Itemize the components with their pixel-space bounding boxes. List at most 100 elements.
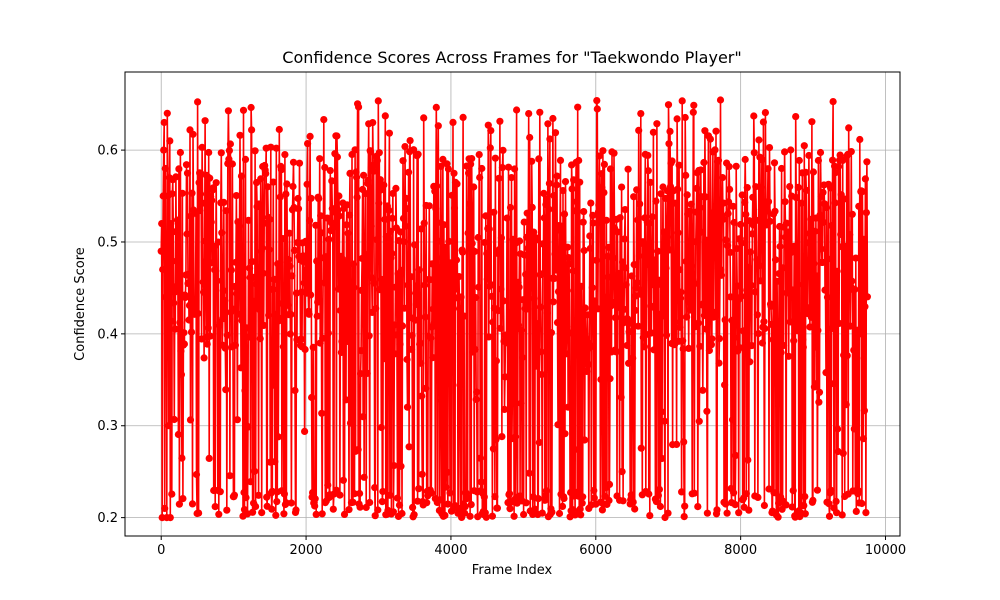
data-point — [799, 343, 807, 351]
data-point — [697, 228, 705, 236]
data-point — [811, 343, 820, 351]
data-point — [658, 282, 667, 290]
data-point — [222, 207, 230, 215]
data-point — [485, 333, 493, 341]
data-point — [360, 473, 368, 481]
data-point — [348, 328, 357, 336]
data-point — [526, 133, 534, 142]
data-point — [363, 369, 371, 377]
data-point — [490, 208, 498, 216]
data-point — [161, 164, 169, 173]
data-point — [794, 281, 802, 289]
data-point — [530, 228, 538, 236]
data-point — [681, 502, 689, 510]
data-point — [281, 151, 289, 159]
data-point — [736, 344, 744, 352]
data-point — [750, 112, 758, 120]
data-point — [694, 503, 702, 511]
data-point — [215, 510, 223, 518]
data-point — [211, 503, 219, 511]
y-tick-label: 0.3 — [97, 419, 118, 434]
data-point — [672, 259, 680, 268]
data-point — [429, 305, 437, 313]
data-point — [525, 469, 533, 477]
data-point — [817, 245, 826, 253]
data-point — [480, 493, 488, 501]
data-point — [233, 416, 241, 424]
data-point — [307, 291, 315, 299]
data-point — [271, 458, 279, 466]
data-point — [486, 144, 494, 152]
data-point — [815, 398, 823, 406]
data-point — [292, 506, 300, 514]
data-point — [724, 242, 732, 250]
data-point — [414, 150, 422, 158]
data-point — [494, 307, 502, 315]
data-point — [691, 280, 699, 288]
data-point — [609, 298, 617, 307]
x-axis-label: Frame Index — [472, 563, 553, 578]
data-point — [157, 247, 165, 255]
data-point — [345, 211, 354, 219]
data-point — [586, 232, 594, 240]
data-point — [552, 266, 560, 274]
data-point — [597, 170, 606, 178]
data-point — [722, 500, 730, 508]
data-point — [579, 493, 587, 501]
data-point — [315, 296, 323, 304]
data-point — [819, 218, 828, 226]
data-point — [163, 109, 171, 117]
data-point — [433, 182, 441, 190]
data-point — [408, 331, 416, 340]
data-point — [186, 416, 195, 424]
data-point — [460, 312, 468, 320]
data-point — [750, 149, 758, 157]
data-point — [450, 169, 458, 177]
data-point — [236, 252, 245, 261]
data-point — [489, 318, 497, 326]
data-point — [737, 220, 745, 229]
data-point — [593, 97, 601, 105]
data-point — [381, 112, 389, 120]
data-point — [560, 210, 569, 218]
data-point — [200, 288, 208, 296]
data-point — [517, 399, 525, 407]
data-point — [205, 148, 213, 157]
data-point — [862, 508, 870, 517]
data-point — [589, 211, 597, 219]
data-point — [754, 493, 762, 501]
data-point — [545, 205, 553, 213]
data-point — [244, 423, 252, 431]
data-point — [786, 318, 794, 326]
data-point — [302, 237, 310, 245]
data-point — [444, 165, 452, 173]
data-point — [764, 198, 773, 206]
data-point — [594, 208, 603, 216]
data-point — [617, 283, 625, 291]
data-point — [701, 127, 709, 135]
data-point — [753, 311, 762, 319]
data-point — [389, 508, 397, 516]
data-point — [499, 297, 508, 305]
data-point — [783, 219, 791, 227]
data-point — [177, 347, 185, 355]
data-point — [225, 147, 233, 155]
data-point — [370, 167, 378, 175]
data-point — [650, 346, 658, 354]
data-point — [588, 284, 596, 292]
data-point — [241, 155, 250, 163]
data-point — [312, 510, 320, 518]
y-tick-label: 0.5 — [97, 235, 118, 250]
data-point — [696, 342, 704, 350]
data-point — [811, 227, 819, 235]
data-point — [539, 240, 547, 248]
data-point — [402, 205, 411, 213]
data-point — [527, 278, 535, 286]
data-point — [631, 306, 639, 314]
data-point — [372, 304, 380, 312]
data-point — [689, 108, 697, 116]
data-point — [650, 256, 659, 264]
data-point — [599, 147, 607, 155]
data-point — [440, 347, 448, 355]
data-point — [290, 246, 299, 254]
